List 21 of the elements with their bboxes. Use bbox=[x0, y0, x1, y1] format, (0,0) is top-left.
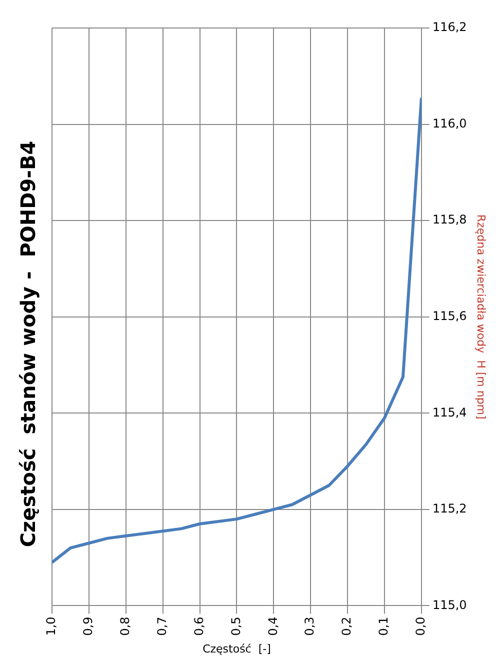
y-tick-label: 115,2 bbox=[432, 502, 467, 516]
y-tick-label: 115,8 bbox=[432, 212, 467, 227]
x-axis-title: Częstość [-] bbox=[202, 642, 271, 656]
x-tick-label: 0,0 bbox=[414, 616, 428, 636]
x-tick-label: 0,1 bbox=[376, 616, 391, 636]
y-tick-label: 115,6 bbox=[432, 308, 467, 323]
x-tick-label: 0,2 bbox=[340, 616, 354, 636]
x-tick-label: 0,7 bbox=[154, 616, 169, 636]
y-tick-label: 116,0 bbox=[432, 116, 467, 130]
text: Częstość stanów wody - POHD9-B4 bbox=[16, 140, 40, 548]
x-tick-label: 0,6 bbox=[192, 616, 206, 636]
y-tick-label: 115,0 bbox=[432, 598, 467, 612]
y-axis-title: Rzędna zwierciadła wody H [m npm] bbox=[474, 214, 488, 420]
x-tick-label: 0,9 bbox=[81, 616, 96, 636]
x-tick-label: 0,4 bbox=[266, 616, 280, 636]
x-tick-label: 0,3 bbox=[302, 616, 317, 636]
x-tick-label: 1,0 bbox=[44, 616, 58, 636]
x-tick-label: 0,8 bbox=[118, 616, 132, 636]
y-tick-label: 115,4 bbox=[432, 405, 467, 420]
x-tick-label: 0,5 bbox=[228, 616, 243, 636]
y-tick-label: 116,2 bbox=[432, 20, 467, 34]
